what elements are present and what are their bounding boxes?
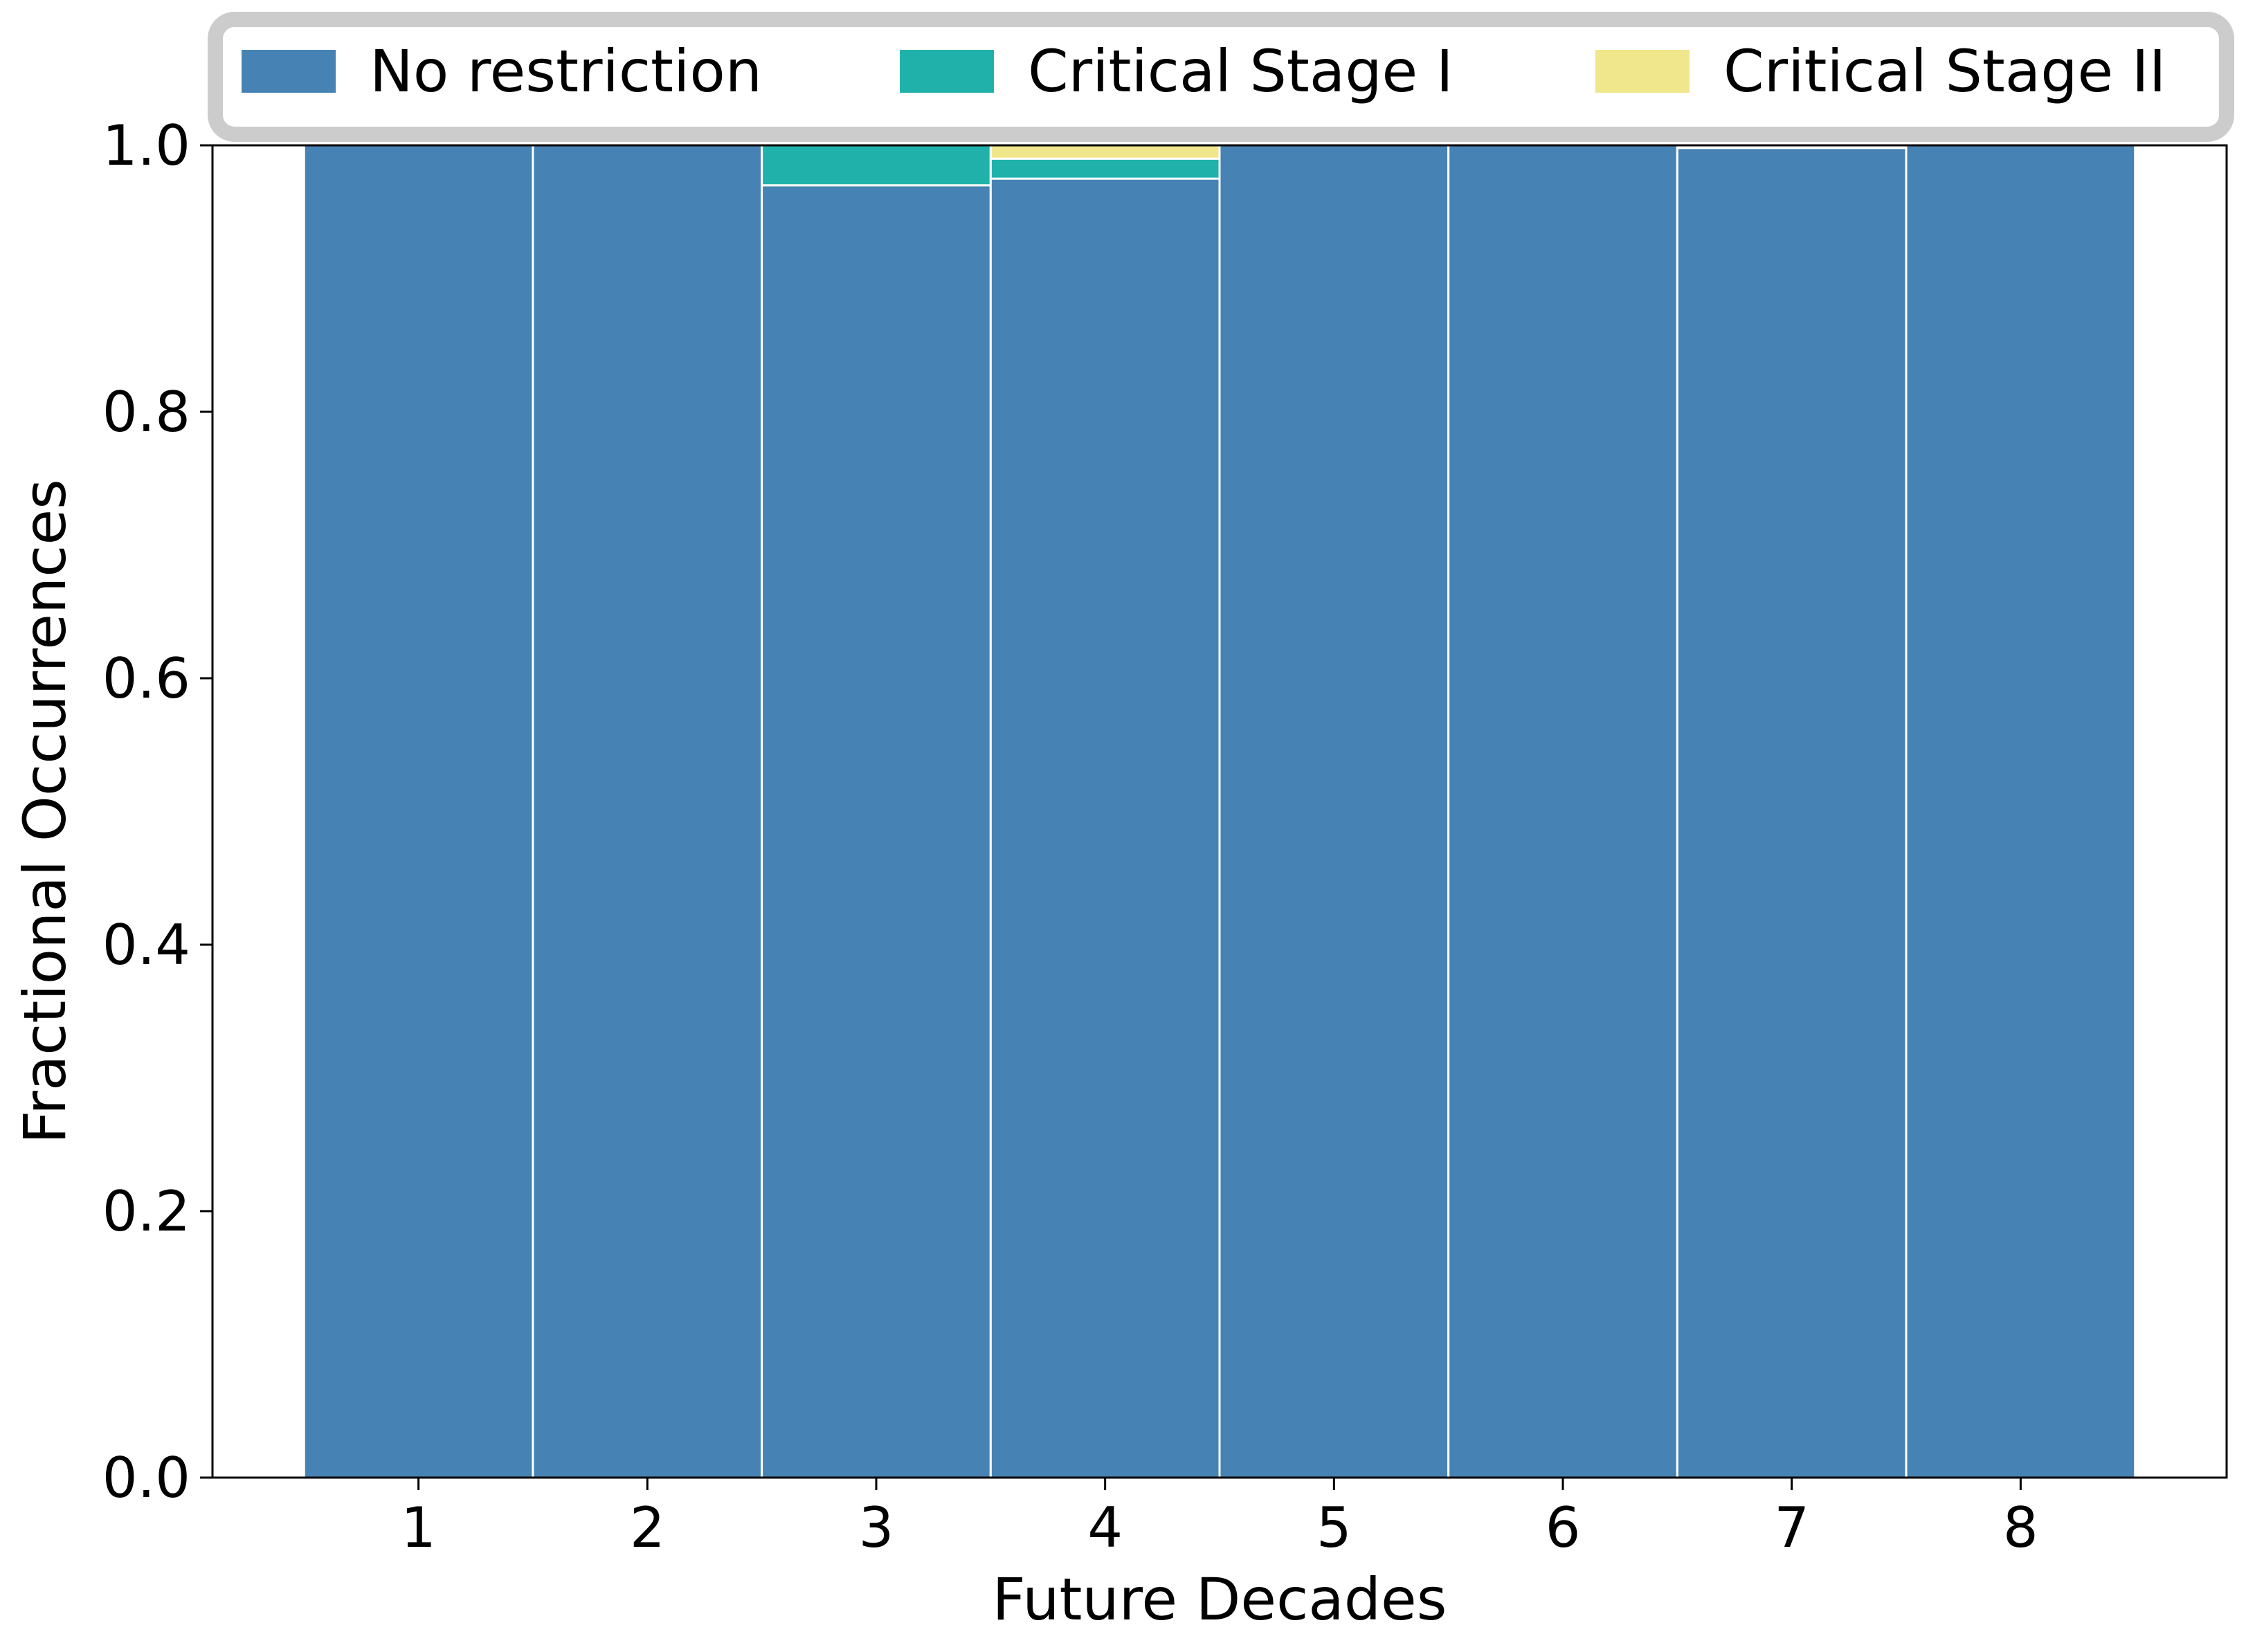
y-tick-label: 0.8 — [102, 380, 190, 444]
legend-label-no-restriction: No restriction — [370, 37, 762, 105]
bar-no-restriction-decade-7 — [1676, 147, 1908, 1479]
y-tick-label: 0.2 — [102, 1179, 190, 1244]
legend-swatch-critical-stage-i — [900, 50, 994, 93]
bar-no-restriction-decade-3 — [761, 184, 992, 1479]
bar-no-restriction-decade-6 — [1447, 144, 1678, 1479]
legend-label-critical-stage-ii: Critical Stage II — [1723, 37, 2166, 105]
x-tick-label: 6 — [1546, 1496, 1581, 1560]
bar-critical-stage-ii-decade-4 — [989, 144, 1221, 160]
y-axis: 0.0 0.2 0.4 0.6 0.8 1.0 — [102, 114, 212, 1510]
bar-critical-stage-i-decade-3 — [761, 144, 992, 187]
x-tick-label: 5 — [1316, 1496, 1352, 1560]
legend-swatch-critical-stage-ii — [1595, 50, 1690, 93]
x-tick-label: 7 — [1774, 1496, 1809, 1560]
legend: No restriction Critical Stage I Critical S… — [208, 12, 2234, 142]
y-tick-label: 0.6 — [102, 646, 190, 711]
x-axis: 1 2 3 4 5 6 7 8 — [401, 1478, 2038, 1560]
bar-no-restriction-decade-2 — [532, 144, 763, 1479]
x-axis-label: Future Decades — [993, 1565, 1447, 1633]
y-tick-label: 0.4 — [102, 913, 190, 977]
x-tick-label: 3 — [859, 1496, 894, 1560]
y-axis-label: Fractional Occurrences — [11, 479, 79, 1144]
plot-frame — [211, 144, 2228, 1479]
bars-group — [302, 144, 2137, 1479]
x-tick-label: 8 — [2003, 1496, 2038, 1560]
x-tick-label: 4 — [1087, 1496, 1123, 1560]
y-tick-label: 0.0 — [102, 1446, 190, 1510]
bar-no-restriction-decade-5 — [1218, 144, 1450, 1479]
bar-no-restriction-decade-4 — [989, 177, 1221, 1479]
bar-no-restriction-decade-8 — [1905, 144, 2137, 1479]
x-tick-label: 2 — [630, 1496, 665, 1560]
legend-label-critical-stage-i: Critical Stage I — [1028, 37, 1453, 105]
y-tick-label: 1.0 — [102, 114, 190, 178]
bar-no-restriction-decade-1 — [302, 144, 534, 1479]
bar-critical-stage-i-decade-4 — [989, 157, 1221, 180]
legend-swatch-no-restriction — [242, 50, 336, 93]
x-tick-label: 1 — [401, 1496, 436, 1560]
legend-box — [208, 12, 2234, 142]
